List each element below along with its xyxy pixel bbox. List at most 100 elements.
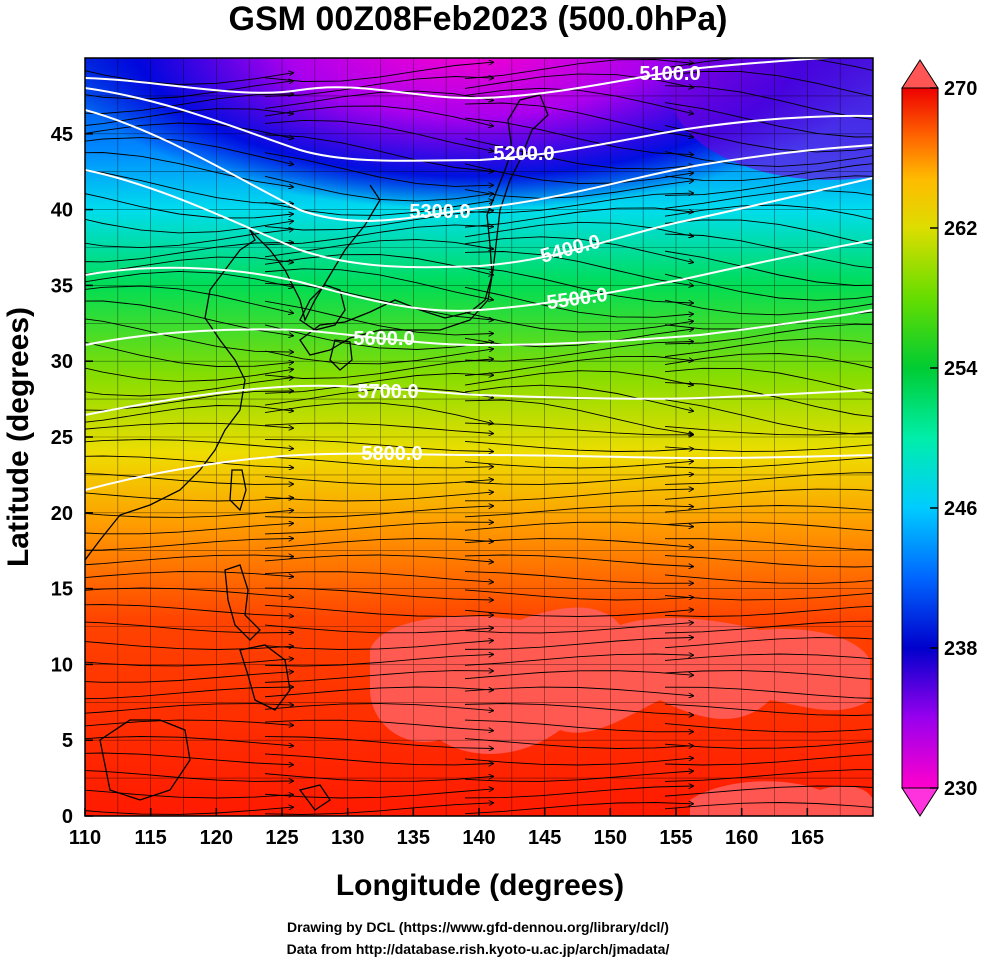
- credit-data: Data from http://database.rish.kyoto-u.a…: [287, 941, 670, 957]
- streamline: [664, 521, 873, 532]
- streamline: [664, 102, 873, 138]
- streamline: [664, 204, 873, 220]
- streamline: [264, 134, 493, 172]
- y-axis-label: Latitude (degrees): [2, 307, 35, 567]
- streamline: [264, 324, 493, 350]
- streamlines: [85, 58, 873, 815]
- contour-label: 5800.0: [361, 443, 422, 465]
- streamline: [664, 605, 873, 617]
- streamline: [85, 539, 293, 551]
- streamline: [264, 604, 493, 616]
- streamline: [464, 758, 693, 766]
- streamline: [664, 175, 873, 196]
- streamline: [664, 250, 873, 286]
- streamline: [664, 785, 873, 797]
- streamline: [664, 686, 873, 699]
- streamline: [664, 592, 873, 601]
- streamline: [664, 488, 873, 500]
- streamline: [464, 638, 693, 650]
- streamline: [664, 723, 873, 733]
- streamline: [464, 738, 693, 749]
- streamline: [85, 789, 293, 799]
- streamline: [464, 312, 693, 333]
- x-tick-label: 140: [462, 827, 495, 849]
- streamline: [464, 370, 693, 385]
- streamline: [664, 189, 873, 209]
- streamline: [85, 439, 293, 449]
- streamline: [85, 270, 293, 287]
- streamline: [264, 105, 493, 126]
- streamline: [85, 659, 293, 667]
- streamline: [85, 422, 293, 431]
- streamline: [464, 399, 693, 434]
- contour-line: [85, 309, 873, 347]
- streamline: [464, 719, 693, 732]
- streamline: [85, 523, 293, 535]
- y-axis-ticks: 0 5 10 15 20 25 30 35 40 45: [51, 124, 93, 828]
- streamline: [85, 621, 293, 633]
- streamline: [85, 641, 293, 650]
- streamline: [464, 489, 693, 502]
- streamline: [264, 268, 493, 300]
- streamline: [464, 342, 693, 362]
- streamline: [664, 574, 873, 584]
- streamline: [85, 510, 293, 518]
- streamline: [464, 286, 693, 318]
- streamline: [264, 387, 493, 406]
- streamline: [664, 653, 873, 661]
- streamline: [664, 367, 873, 395]
- contour-line: [85, 384, 873, 416]
- streamline: [464, 73, 693, 89]
- streamline: [464, 356, 693, 376]
- streamline: [85, 405, 293, 423]
- streamline: [664, 353, 873, 369]
- streamline: [264, 359, 493, 379]
- x-tick-label: 125: [265, 827, 298, 849]
- x-tick-label: 165: [791, 827, 824, 849]
- streamline: [464, 207, 693, 228]
- streamline: [85, 719, 293, 728]
- x-axis-label: Longitude (degrees): [336, 869, 624, 902]
- y-tick-label: 15: [51, 579, 73, 601]
- streamline: [464, 181, 693, 199]
- streamline: [85, 378, 293, 397]
- streamline: [85, 193, 293, 219]
- streamline: [264, 624, 493, 634]
- colorbar-tick-label: 262: [944, 218, 977, 240]
- streamline: [264, 152, 493, 187]
- streamline: [664, 71, 873, 97]
- colorbar: 230 238 246 254 262 270: [901, 59, 978, 817]
- streamline: [664, 382, 873, 418]
- streamline: [85, 215, 293, 234]
- streamline: [464, 193, 693, 214]
- streamline: [464, 771, 693, 782]
- streamline: [264, 703, 493, 711]
- colorbar-tick-label: 270: [944, 78, 977, 100]
- streamline: [464, 610, 693, 617]
- streamline: [664, 425, 873, 436]
- streamline: [664, 219, 873, 246]
- streamline: [664, 670, 873, 680]
- y-tick-label: 25: [51, 427, 73, 449]
- streamline: [464, 538, 693, 548]
- streamline: [664, 457, 873, 469]
- streamline: [664, 505, 873, 513]
- streamline: [264, 349, 493, 365]
- colorbar-scale: [901, 87, 939, 789]
- streamline: [464, 589, 693, 601]
- streamline: [264, 90, 493, 109]
- streamline: [464, 554, 693, 567]
- streamline: [85, 473, 293, 485]
- streamline: [85, 94, 293, 114]
- streamline: [664, 754, 873, 766]
- streamline: [85, 391, 293, 411]
- x-tick-label: 155: [659, 827, 692, 849]
- streamline: [464, 87, 693, 113]
- streamline: [264, 654, 493, 667]
- contour-line: [85, 452, 873, 491]
- streamline: [264, 719, 493, 730]
- plot-area: 5100.0 5200.0 5300.0 5400.0 5500.0 5600.…: [85, 58, 873, 816]
- streamline: [664, 472, 873, 485]
- streamline: [464, 59, 693, 80]
- streamline: [264, 439, 493, 452]
